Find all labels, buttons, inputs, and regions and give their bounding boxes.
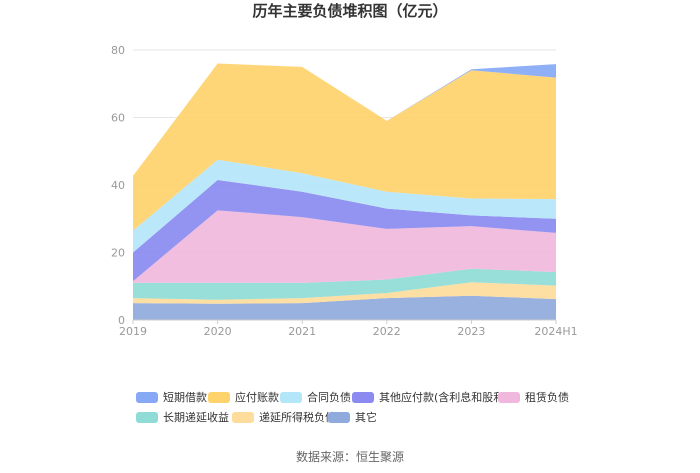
area-series-0 xyxy=(133,295,556,320)
y-tick-label: 60 xyxy=(111,112,125,125)
legend-swatch xyxy=(136,412,158,423)
legend-label: 递延所得税负债 xyxy=(259,410,336,424)
area-series-1 xyxy=(133,282,556,304)
legend-swatch xyxy=(208,392,230,403)
legend-swatch xyxy=(352,392,374,403)
legend-label: 长期递延收益 xyxy=(163,410,229,424)
area-series-3 xyxy=(133,210,556,283)
legend-label: 其他应付款(含利息和股利) xyxy=(379,390,509,404)
plot-areas xyxy=(133,63,556,320)
legend-swatch xyxy=(136,392,158,403)
x-axis: 2019 2020 2021 2022 2023 2024H1 xyxy=(119,319,578,338)
legend-label: 应付账款 xyxy=(235,390,279,404)
x-tick-label: 2019 xyxy=(119,325,147,338)
data-source: 数据来源：恒生聚源 xyxy=(296,449,404,464)
legend-label: 租赁负债 xyxy=(525,390,569,404)
y-tick-label: 80 xyxy=(111,44,125,57)
legend-swatch xyxy=(328,412,350,423)
y-tick-label: 40 xyxy=(111,179,125,192)
area-series-6 xyxy=(133,63,556,231)
area-series-2 xyxy=(133,268,556,300)
legend-label: 合同负债 xyxy=(307,390,351,404)
x-tick-label: 2020 xyxy=(204,325,232,338)
x-tick-label: 2021 xyxy=(288,325,316,338)
area-series-4 xyxy=(133,179,556,282)
legend-swatch xyxy=(280,392,302,403)
x-tick-label: 2023 xyxy=(457,325,485,338)
legend-label: 短期借款 xyxy=(163,390,207,404)
legend-swatch xyxy=(498,392,520,403)
chart-title: 历年主要负债堆积图（亿元） xyxy=(252,2,447,20)
x-tick-label: 2024H1 xyxy=(534,325,577,338)
legend-label: 其它 xyxy=(355,410,377,424)
x-tick-label: 2022 xyxy=(373,325,401,338)
legend-swatch xyxy=(232,412,254,423)
y-axis: 0 20 40 60 80 xyxy=(111,44,125,327)
y-tick-label: 0 xyxy=(118,314,125,327)
y-tick-label: 20 xyxy=(111,247,125,260)
area-series-5 xyxy=(133,159,556,253)
